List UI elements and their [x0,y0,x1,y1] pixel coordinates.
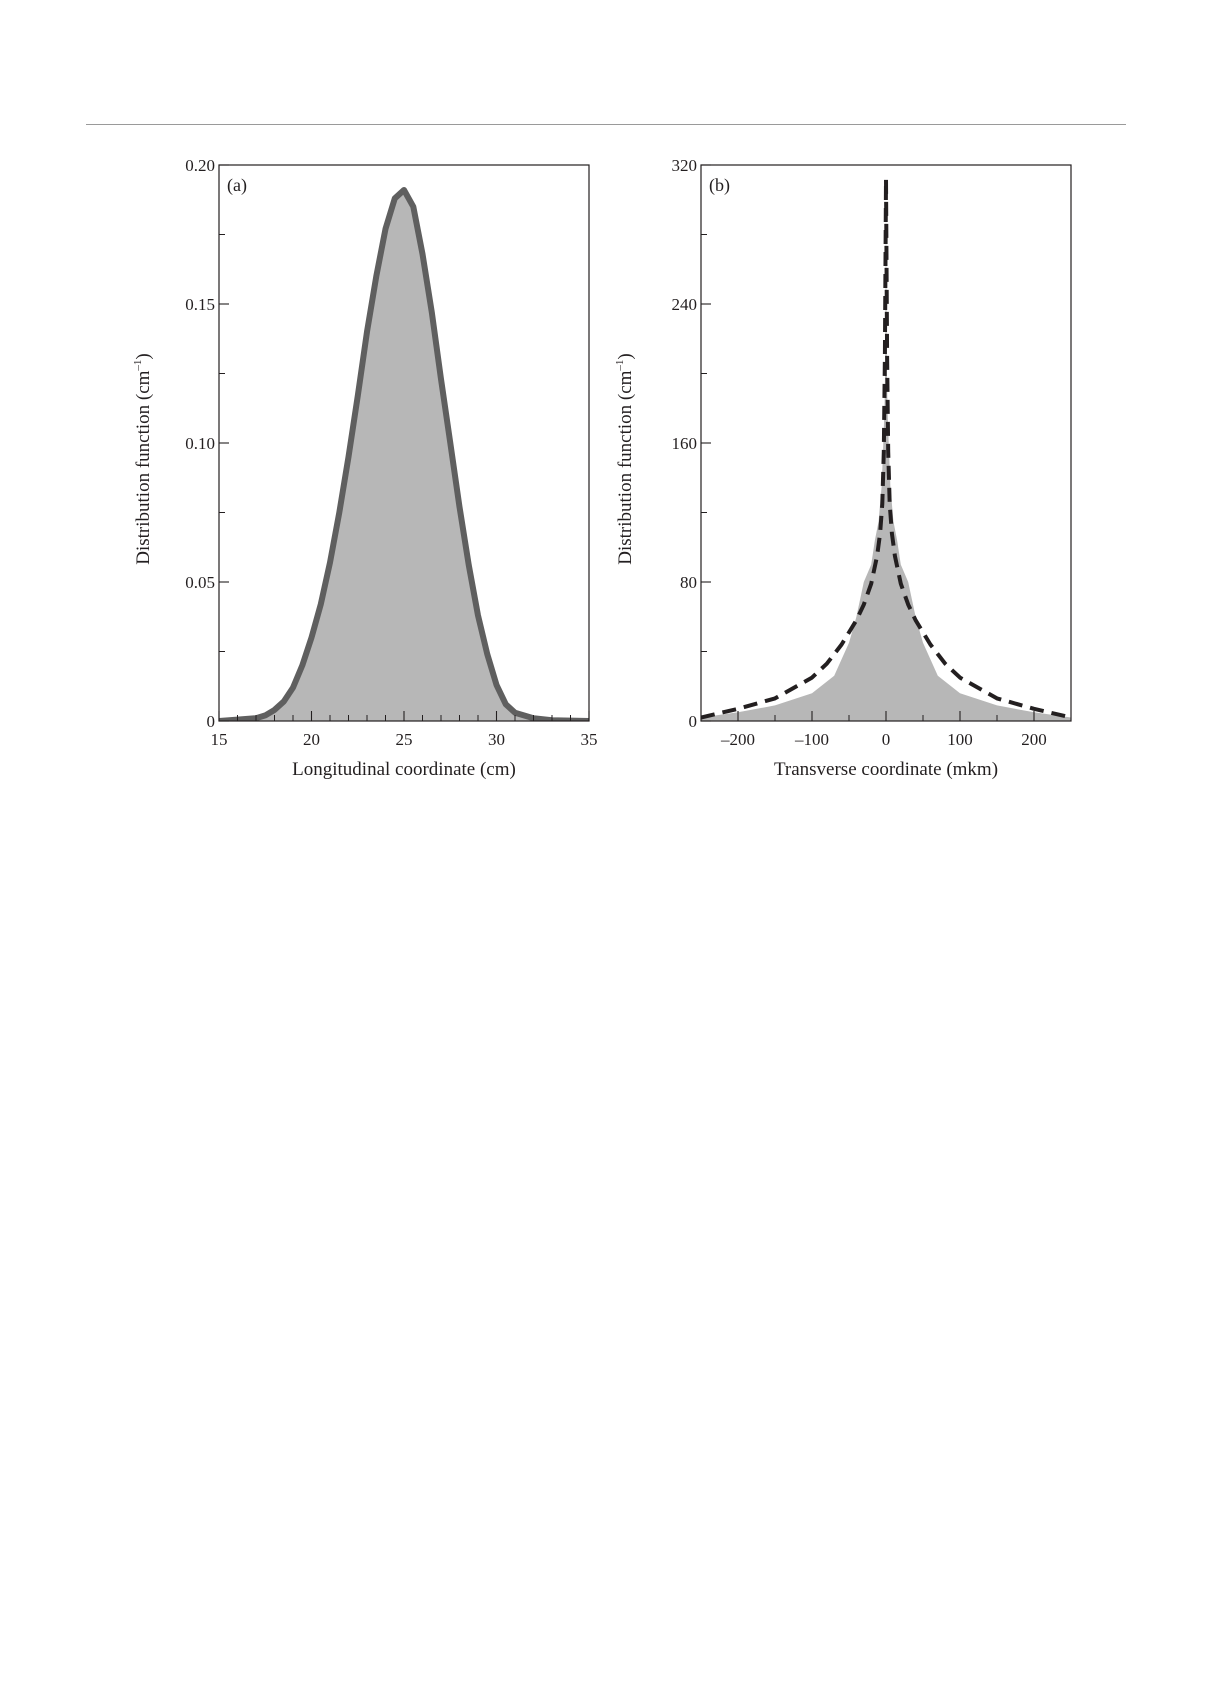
panel-b-y-axis-title-end: ) [615,353,636,359]
panel-b-x-tick-label: 100 [947,730,973,749]
panel-b-x-tick-label: 0 [882,730,891,749]
panel-a-series-0-area [219,190,589,721]
panel-b-x-tick-label: –200 [720,730,755,749]
panel-b: –200 –100 0 100 200 0 80 160 240 320 (b) Transver… [614,156,1072,780]
panel-b-y-axis-title: Distribution function (cm–1) [614,353,636,565]
panel-b-series-1-dashed-line [701,176,1071,720]
panel-a-x-tick-label: 30 [488,730,505,749]
panel-a-x-axis-title: Longitudinal coordinate (cm) [292,759,516,780]
panel-a-ticks: 15 20 25 30 35 0 0.05 0.10 0.15 0.20 [185,156,597,749]
panel-b-y-tick-label: 160 [672,434,698,453]
panel-a-x-tick-label: 35 [581,730,598,749]
panel-a-plot-area [219,187,589,721]
panel-a-series-group [219,187,589,721]
panel-b-y-tick-label: 80 [680,573,697,592]
panel-b-y-axis-title-text: Distribution function (cm [615,370,636,564]
panel-a-x-tick-label: 25 [396,730,413,749]
panel-b-ticks: –200 –100 0 100 200 0 80 160 240 320 [672,156,1047,749]
panel-b-x-axis-title: Transverse coordinate (mkm) [774,759,998,780]
figure: 15 20 25 30 35 0 0.05 0.10 0.15 0.20 (a) Longitud… [132,156,1072,780]
panel-a-y-tick-label: 0.05 [185,573,215,592]
panel-b-plot-area [701,176,1071,721]
panel-a-y-axis-title-end: ) [133,353,154,359]
panel-b-y-tick-label: 240 [672,295,698,314]
panel-b-series-group [701,176,1071,721]
panel-a-series-0-outline [219,187,589,721]
panel-a-y-tick-label: 0.20 [185,156,215,175]
panel-a-y-axis-title: Distribution function (cm–1) [132,353,154,565]
panel-b-x-tick-label: –100 [794,730,829,749]
page-header-rule [86,124,1126,125]
panel-a-y-axis-title-sup: –1 [132,360,144,372]
panel-a-y-tick-label: 0 [207,712,216,731]
panel-b-x-tick-label: 200 [1021,730,1047,749]
panel-b-series-0-area [701,199,1071,721]
panel-a-x-tick-label: 15 [211,730,228,749]
panel-b-y-tick-label: 0 [689,712,698,731]
panel-a: 15 20 25 30 35 0 0.05 0.10 0.15 0.20 (a) Longitud… [132,156,598,780]
panel-b-label: (b) [709,175,730,196]
panel-b-y-tick-label: 320 [672,156,698,175]
panel-a-label: (a) [227,175,247,196]
panel-a-x-tick-label: 20 [303,730,320,749]
panel-b-y-axis-title-sup: –1 [614,360,626,372]
panel-a-y-tick-label: 0.15 [185,295,215,314]
panel-a-y-tick-label: 0.10 [185,434,215,453]
panel-a-y-axis-title-text: Distribution function (cm [133,370,154,564]
